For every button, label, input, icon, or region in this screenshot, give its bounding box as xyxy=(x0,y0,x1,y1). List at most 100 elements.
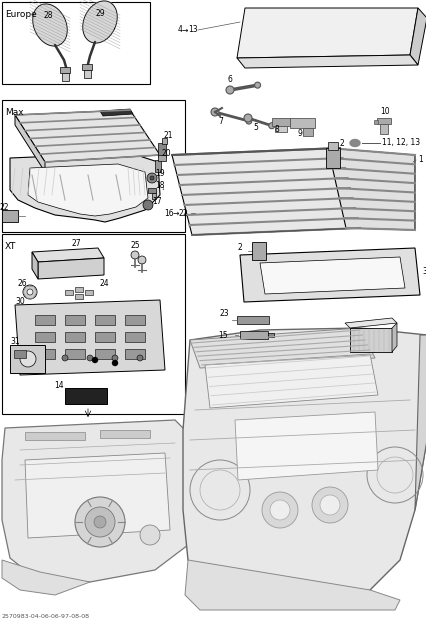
Text: 21: 21 xyxy=(164,131,173,141)
Bar xyxy=(325,148,339,168)
Text: 10: 10 xyxy=(379,107,389,117)
Bar xyxy=(274,126,286,132)
Polygon shape xyxy=(15,115,45,172)
Bar xyxy=(75,287,83,292)
Polygon shape xyxy=(10,153,160,222)
Circle shape xyxy=(92,357,98,363)
Circle shape xyxy=(75,497,125,547)
Text: 1: 1 xyxy=(417,156,422,164)
Bar xyxy=(236,316,268,324)
Text: 31: 31 xyxy=(10,337,20,347)
Bar xyxy=(158,155,166,161)
Bar xyxy=(35,349,55,359)
Circle shape xyxy=(140,525,160,545)
Polygon shape xyxy=(183,328,426,605)
Bar xyxy=(65,332,85,342)
Circle shape xyxy=(143,200,153,210)
Circle shape xyxy=(20,351,36,367)
Bar xyxy=(239,331,268,339)
Text: 22: 22 xyxy=(0,203,9,213)
Text: ₁: ₁ xyxy=(161,185,164,190)
Text: 29: 29 xyxy=(96,9,105,19)
Text: Europe: Europe xyxy=(5,10,37,19)
Bar xyxy=(62,73,69,81)
Text: 15: 15 xyxy=(218,330,227,340)
Polygon shape xyxy=(234,412,377,480)
Circle shape xyxy=(62,355,68,361)
Text: 18: 18 xyxy=(155,182,164,190)
Text: 30: 30 xyxy=(15,298,25,306)
Text: 16: 16 xyxy=(164,208,173,218)
Bar xyxy=(125,349,145,359)
Circle shape xyxy=(245,118,251,124)
Bar xyxy=(14,350,26,358)
Bar xyxy=(271,118,289,126)
Bar xyxy=(148,188,155,193)
Bar xyxy=(302,128,312,136)
Text: XT: XT xyxy=(5,242,16,251)
Polygon shape xyxy=(236,55,417,68)
Bar xyxy=(95,332,115,342)
Bar xyxy=(95,315,115,325)
Bar xyxy=(155,160,161,172)
Text: 27: 27 xyxy=(72,239,81,249)
Circle shape xyxy=(319,495,339,515)
Text: 9: 9 xyxy=(297,128,302,138)
Bar xyxy=(376,118,390,124)
Bar xyxy=(152,193,155,199)
Circle shape xyxy=(150,176,154,180)
Bar xyxy=(2,210,18,222)
Bar xyxy=(65,315,85,325)
Bar xyxy=(65,290,73,295)
Polygon shape xyxy=(100,109,132,116)
Text: 6: 6 xyxy=(227,76,232,84)
Text: 3: 3 xyxy=(421,267,426,277)
Polygon shape xyxy=(33,4,67,46)
Polygon shape xyxy=(32,248,104,262)
Polygon shape xyxy=(259,257,404,294)
Polygon shape xyxy=(2,560,90,595)
Text: 25: 25 xyxy=(131,242,140,250)
Bar xyxy=(125,332,145,342)
Bar xyxy=(289,118,314,128)
Bar xyxy=(251,242,265,260)
Circle shape xyxy=(210,108,219,116)
Polygon shape xyxy=(204,354,377,408)
Text: 20: 20 xyxy=(161,149,171,157)
Polygon shape xyxy=(349,140,359,146)
Bar xyxy=(349,328,391,352)
Text: 13: 13 xyxy=(187,25,197,35)
Circle shape xyxy=(268,123,274,129)
Bar xyxy=(65,349,85,359)
Polygon shape xyxy=(414,335,426,510)
Circle shape xyxy=(112,355,118,361)
Polygon shape xyxy=(391,323,396,352)
Text: 2: 2 xyxy=(237,244,242,252)
Polygon shape xyxy=(28,164,148,216)
Polygon shape xyxy=(239,248,419,302)
Circle shape xyxy=(254,82,260,88)
Text: 14: 14 xyxy=(54,381,63,391)
Bar xyxy=(2,234,184,414)
Polygon shape xyxy=(190,328,374,368)
Bar xyxy=(75,294,83,299)
Text: 23: 23 xyxy=(219,309,229,317)
Bar xyxy=(125,315,145,325)
Bar xyxy=(35,315,55,325)
Polygon shape xyxy=(25,453,170,538)
Circle shape xyxy=(112,360,118,366)
Bar xyxy=(161,138,167,144)
Text: 8: 8 xyxy=(274,125,279,135)
Circle shape xyxy=(85,507,115,537)
Polygon shape xyxy=(15,300,164,375)
Text: →: → xyxy=(173,208,179,218)
Bar xyxy=(100,430,150,438)
Circle shape xyxy=(94,516,106,528)
Circle shape xyxy=(138,256,146,264)
Text: 22: 22 xyxy=(178,208,188,218)
Text: 17: 17 xyxy=(152,198,161,206)
Text: Max: Max xyxy=(5,108,23,117)
Circle shape xyxy=(243,114,251,122)
Polygon shape xyxy=(38,258,104,279)
Text: 19: 19 xyxy=(155,169,164,177)
